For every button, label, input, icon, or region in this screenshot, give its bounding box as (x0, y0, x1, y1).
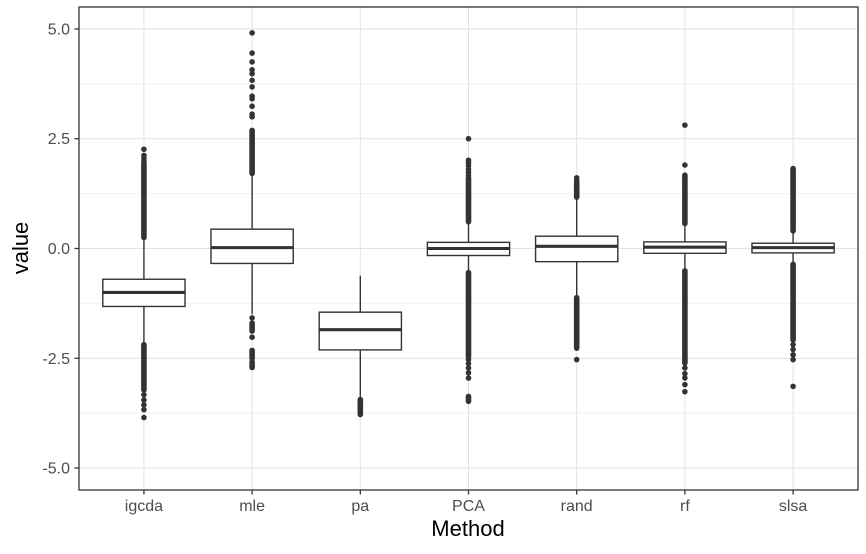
outlier-dot-mle (249, 111, 255, 117)
outlier-dot-igcda (141, 146, 147, 153)
outlier-dot-slsa (790, 351, 796, 358)
outlier-dot-mle (249, 334, 255, 340)
outlier-dot-rf (682, 172, 688, 178)
outlier-dot-igcda (141, 402, 147, 408)
x-tick-label-igcda: igcda (125, 498, 163, 515)
outlier-dot-mle (249, 84, 255, 90)
outlier-dot-slsa (790, 383, 796, 390)
outlier-dot-igcda (141, 152, 147, 159)
outlier-dot-igcda (141, 391, 147, 398)
outlier-dot-rf (682, 381, 688, 388)
y-tick-label: 2.5 (48, 131, 70, 148)
outlier-dot-PCA (465, 375, 472, 381)
outlier-dot-mle (249, 103, 255, 110)
outlier-dot-mle (249, 30, 255, 36)
outlier-dot-mle (249, 93, 255, 99)
x-tick-label-slsa: slsa (779, 498, 808, 515)
outlier-dot-rf (682, 375, 688, 381)
outlier-dot-rf (682, 162, 688, 168)
outlier-dot-slsa (790, 356, 796, 363)
y-tick-label: -2.5 (42, 351, 70, 368)
outlier-dot-igcda (141, 397, 147, 403)
x-tick-label-rand: rand (561, 498, 593, 515)
y-tick-label: 0.0 (48, 241, 70, 258)
x-tick-label-rf: rf (680, 498, 690, 515)
outlier-dot-rand (573, 356, 580, 363)
y-axis-title: value (8, 221, 33, 275)
outlier-dot-PCA (465, 135, 472, 142)
outlier-dot-rf (682, 370, 688, 377)
outlier-dot-mle (249, 66, 255, 73)
outlier-dot-rf (682, 122, 688, 128)
y-tick-label: -5.0 (42, 461, 70, 478)
outlier-dot-slsa (790, 346, 796, 353)
outlier-dot-mle (249, 50, 255, 56)
outlier-dot-rf (682, 365, 688, 371)
x-axis-title: Method (431, 516, 505, 541)
box-rand (534, 235, 619, 263)
outlier-dot-rf (682, 388, 688, 395)
outlier-dot-mle (249, 70, 255, 77)
x-tick-label-pa: pa (351, 498, 369, 515)
x-tick-label-PCA: PCA (452, 498, 485, 515)
outlier-dot-slsa (790, 341, 796, 348)
outlier-dot-rand (573, 175, 580, 181)
outlier-dot-mle (249, 59, 255, 65)
outlier-dot-PCA (465, 157, 472, 164)
x-tick-label-mle: mle (239, 498, 265, 515)
outlier-dot-igcda (141, 406, 147, 413)
outlier-dot-PCA (465, 356, 472, 363)
outlier-dot-PCA (465, 365, 472, 371)
outlier-dot-mle (249, 315, 255, 321)
outlier-dot-mle (249, 77, 255, 84)
outlier-dot-PCA (465, 360, 472, 367)
outlier-dot-igcda (141, 414, 147, 421)
outlier-dot-PCA (465, 369, 472, 376)
y-tick-label: 5.0 (48, 21, 70, 38)
